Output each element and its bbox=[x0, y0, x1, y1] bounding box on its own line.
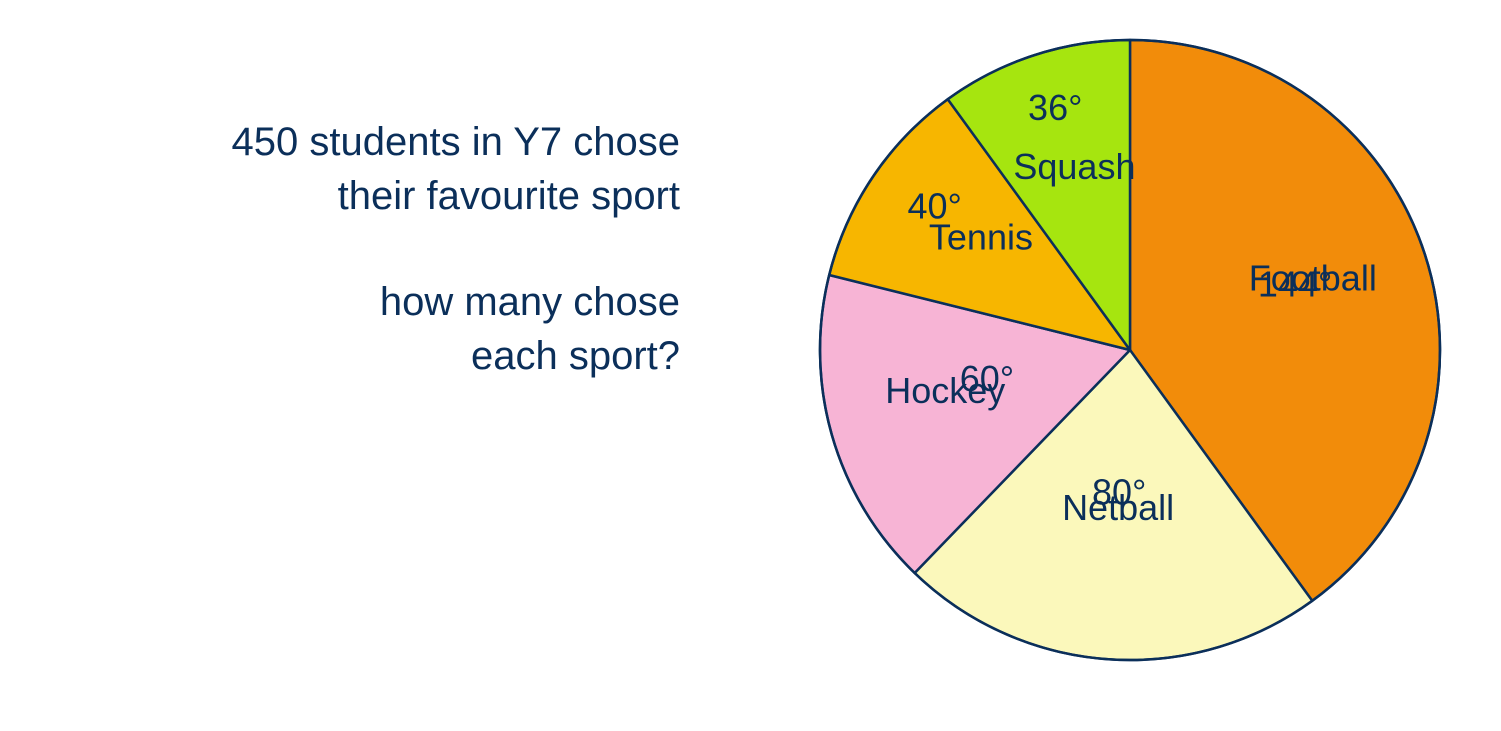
slice-deg-squash: 36° bbox=[1028, 87, 1082, 128]
pie-chart: Football144°Netball80°Hockey60°Tennis40°… bbox=[810, 30, 1450, 670]
prompt-line-2: how many chose each sport? bbox=[180, 275, 680, 383]
prompt-line-1: 450 students in Y7 chose their favourite… bbox=[70, 115, 680, 223]
prompt-line-2a: how many chose bbox=[380, 280, 680, 324]
slice-label-squash: Squash bbox=[1013, 146, 1135, 187]
prompt-line-1b: their favourite sport bbox=[338, 174, 680, 218]
prompt-line-1a: 450 students in Y7 chose bbox=[232, 120, 680, 164]
slice-deg-hockey: 60° bbox=[960, 358, 1014, 399]
slice-deg-football: 144° bbox=[1258, 263, 1332, 304]
slice-deg-tennis: 40° bbox=[907, 185, 961, 226]
prompt-line-2b: each sport? bbox=[471, 334, 680, 378]
pie-chart-svg: Football144°Netball80°Hockey60°Tennis40°… bbox=[810, 30, 1450, 670]
slice-deg-netball: 80° bbox=[1092, 472, 1146, 513]
